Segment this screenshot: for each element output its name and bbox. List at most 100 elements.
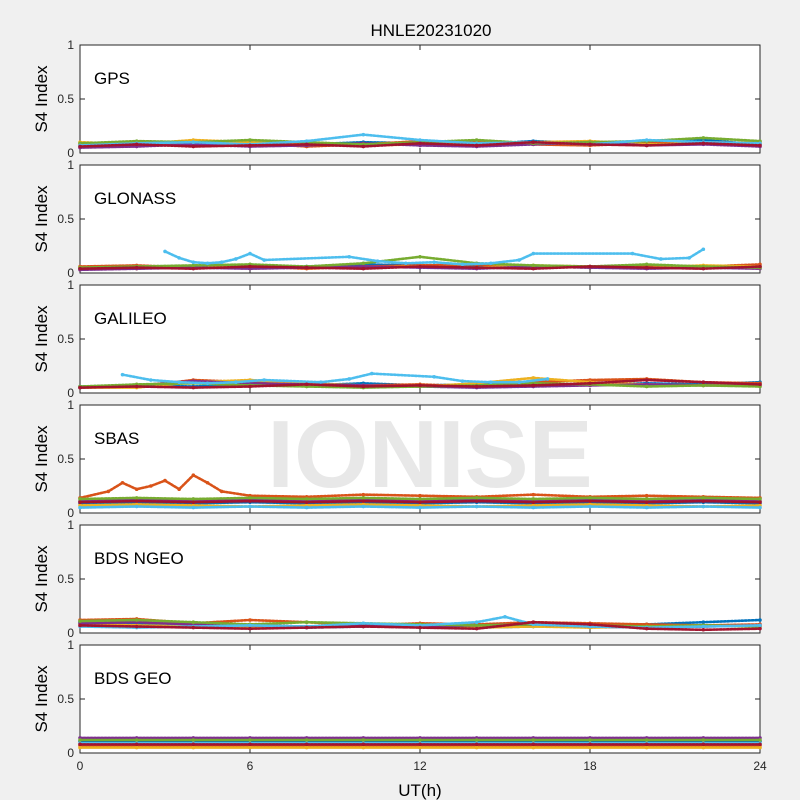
data-point [361, 132, 366, 137]
y-tick-label: 1 [67, 638, 74, 652]
data-point [191, 140, 196, 144]
data-point [531, 263, 536, 268]
data-point [588, 745, 592, 750]
data-point [191, 263, 196, 268]
data-point [304, 497, 309, 501]
panels-group: 0 0.5 1 S4 Index GPS 0 0.5 1 S4 Index GLONASS 0 0.5… [32, 38, 767, 773]
data-point [248, 384, 252, 389]
data-point [191, 742, 196, 747]
data-point [531, 497, 536, 501]
y-tick-label: 1 [67, 518, 74, 532]
y-tick-label: 0.5 [57, 452, 74, 466]
data-point [361, 624, 366, 629]
panel-label: GLONASS [94, 189, 176, 208]
data-point [758, 264, 762, 269]
data-point [701, 499, 706, 503]
data-point [78, 505, 82, 510]
data-point [78, 385, 82, 390]
data-point [361, 492, 366, 497]
data-point [531, 266, 536, 271]
data-point [205, 261, 210, 266]
data-point [418, 141, 422, 146]
x-tick-label: 6 [247, 759, 254, 773]
data-point [78, 623, 82, 628]
data-point [460, 379, 465, 383]
data-point [531, 492, 536, 497]
data-point [205, 381, 210, 386]
data-point [630, 251, 635, 256]
data-point [219, 489, 224, 494]
data-point [418, 500, 422, 505]
data-point [644, 738, 649, 742]
data-point [474, 496, 479, 500]
data-point [134, 618, 139, 622]
data-point [191, 620, 196, 624]
data-point [474, 384, 479, 389]
data-point [758, 143, 762, 148]
data-point [191, 505, 196, 510]
data-point [588, 142, 592, 147]
data-point [149, 484, 153, 488]
data-point [120, 372, 125, 377]
data-point [106, 489, 111, 494]
data-point [78, 266, 82, 271]
data-point [644, 262, 649, 267]
data-point [78, 500, 82, 505]
data-point [531, 620, 536, 624]
data-point [503, 615, 507, 619]
data-point [248, 745, 252, 750]
data-point [432, 260, 436, 265]
data-point [304, 265, 309, 270]
data-point [191, 497, 196, 501]
data-point [701, 380, 706, 385]
series-line [121, 372, 549, 385]
data-point [588, 738, 592, 742]
data-point [191, 625, 196, 630]
y-tick-label: 0.5 [57, 572, 74, 586]
data-point [758, 505, 762, 510]
data-point [177, 380, 181, 385]
data-point [758, 623, 762, 628]
data-point [588, 499, 592, 503]
data-point [701, 742, 706, 747]
panel-axes-box [79, 44, 761, 154]
data-point [418, 738, 422, 742]
data-point [78, 745, 82, 750]
data-point [134, 499, 139, 503]
data-point [701, 266, 706, 271]
data-point [134, 384, 139, 389]
data-point [460, 262, 465, 267]
data-point [78, 738, 82, 742]
data-point [234, 380, 238, 385]
data-point [701, 745, 706, 750]
data-point [644, 265, 649, 270]
data-point [262, 258, 266, 262]
data-point [517, 380, 521, 385]
data-point [248, 138, 252, 142]
data-point [361, 266, 366, 271]
data-point [701, 247, 706, 252]
data-point [361, 504, 366, 509]
data-point [134, 738, 139, 742]
panel-label: GPS [94, 69, 130, 88]
data-point [588, 742, 592, 747]
data-point [474, 265, 479, 270]
data-point [758, 500, 762, 505]
data-point [418, 383, 422, 388]
data-point [361, 745, 366, 750]
data-point [205, 480, 210, 485]
panel-4: 0 0.5 1 S4 Index BDS NGEO [32, 518, 762, 640]
data-point [531, 376, 536, 380]
y-tick-label: 1 [67, 398, 74, 412]
data-point [644, 505, 649, 510]
data-point [404, 261, 408, 266]
data-point [234, 257, 238, 261]
data-point [191, 738, 196, 742]
data-point [262, 378, 266, 382]
data-point [304, 500, 309, 505]
data-point [474, 620, 479, 624]
data-point [474, 138, 479, 142]
data-point [418, 254, 422, 259]
panel-label: BDS NGEO [94, 549, 184, 568]
y-axis-label: S4 Index [32, 665, 51, 733]
